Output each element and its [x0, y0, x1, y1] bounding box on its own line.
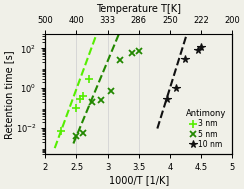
Legend: 3 nm, 5 nm, 10 nm: 3 nm, 5 nm, 10 nm — [185, 108, 228, 150]
Y-axis label: Retention time [s]: Retention time [s] — [4, 50, 14, 139]
X-axis label: Temperature T[K]: Temperature T[K] — [96, 4, 181, 14]
X-axis label: 1000/T [1/K]: 1000/T [1/K] — [109, 175, 169, 185]
